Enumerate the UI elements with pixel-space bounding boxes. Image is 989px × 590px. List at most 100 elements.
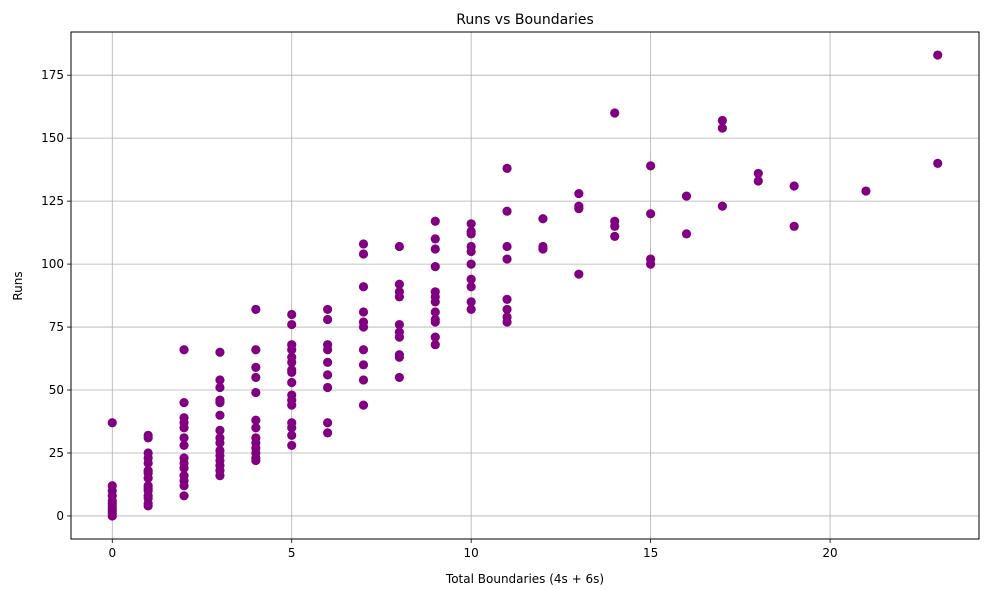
data-point	[251, 455, 261, 466]
data-point	[323, 314, 333, 325]
data-point	[502, 254, 512, 264]
data-point	[143, 501, 153, 511]
data-point	[287, 367, 297, 377]
plot-frame	[70, 31, 980, 540]
data-point	[251, 387, 261, 398]
data-point	[358, 345, 369, 355]
data-point	[179, 463, 189, 473]
data-point	[717, 201, 727, 211]
data-point	[215, 425, 225, 435]
data-point	[251, 345, 261, 355]
data-point	[681, 229, 692, 239]
x-tick-label: 15	[643, 546, 658, 560]
y-tick-label: 100	[41, 257, 64, 271]
data-point	[502, 206, 512, 216]
data-point	[466, 297, 476, 307]
data-point	[215, 438, 225, 448]
data-point	[323, 382, 333, 393]
data-point	[430, 307, 440, 317]
x-tick-label: 0	[108, 546, 116, 560]
data-point	[753, 176, 763, 186]
y-tick-label: 0	[56, 509, 64, 523]
data-point	[358, 322, 369, 332]
data-point	[179, 491, 189, 501]
data-point	[179, 481, 189, 491]
data-point	[215, 347, 225, 357]
data-point	[646, 259, 656, 269]
y-tick-label: 50	[49, 383, 64, 397]
x-tick-label: 20	[822, 546, 837, 560]
x-axis-ticks: 0 5 10 15 20	[108, 539, 838, 560]
data-point	[502, 317, 512, 327]
data-point	[717, 123, 727, 133]
y-tick-label: 75	[49, 320, 64, 334]
data-point	[215, 398, 225, 408]
data-point	[646, 161, 656, 171]
data-point	[574, 269, 584, 279]
data-point	[287, 319, 297, 330]
y-tick-label: 25	[49, 446, 64, 460]
data-point	[394, 241, 404, 252]
data-point	[287, 309, 297, 320]
data-point	[358, 400, 369, 410]
data-point	[610, 231, 620, 241]
x-axis-label: Total Boundaries (4s + 6s)	[445, 572, 604, 586]
data-point	[394, 319, 404, 330]
data-point	[215, 410, 225, 420]
data-point	[430, 262, 440, 272]
x-tick-label: 5	[288, 546, 296, 560]
data-point	[358, 249, 369, 259]
data-point	[430, 234, 440, 244]
data-point	[358, 375, 369, 385]
data-point	[610, 108, 620, 118]
data-point	[143, 433, 153, 443]
data-point	[215, 471, 225, 481]
data-point	[323, 357, 333, 367]
data-points	[107, 50, 943, 521]
data-point	[358, 282, 369, 292]
data-point	[179, 423, 189, 433]
data-point	[287, 400, 297, 410]
data-point	[933, 50, 943, 60]
data-point	[394, 332, 404, 342]
data-point	[143, 473, 153, 483]
data-point	[502, 304, 512, 315]
data-point	[394, 352, 404, 362]
data-point	[323, 428, 333, 438]
data-point	[179, 440, 189, 451]
data-point	[610, 221, 620, 231]
data-point	[717, 115, 727, 126]
data-point	[466, 274, 476, 284]
data-point	[107, 418, 117, 428]
data-point	[179, 345, 189, 355]
data-point	[251, 423, 261, 433]
data-point	[753, 168, 763, 179]
data-point	[287, 423, 297, 433]
data-point	[323, 345, 333, 355]
data-point	[394, 279, 404, 289]
y-tick-label: 125	[41, 194, 64, 208]
data-point	[466, 229, 476, 239]
data-point	[933, 158, 943, 168]
data-point	[789, 221, 799, 231]
data-point	[179, 433, 189, 443]
data-point	[287, 430, 297, 440]
data-point	[502, 241, 512, 252]
data-point	[215, 382, 225, 393]
data-point	[251, 372, 261, 383]
data-point	[430, 216, 440, 226]
data-point	[107, 511, 117, 521]
data-point	[287, 357, 297, 367]
data-point	[789, 181, 799, 191]
data-point	[358, 239, 369, 249]
data-point	[466, 246, 476, 257]
y-axis-label: Runs	[11, 271, 25, 300]
data-point	[143, 458, 153, 468]
data-point	[287, 377, 297, 388]
data-point	[681, 191, 692, 201]
data-point	[394, 292, 404, 302]
y-tick-label: 175	[41, 68, 64, 82]
data-point	[466, 304, 476, 315]
data-point	[251, 304, 261, 315]
